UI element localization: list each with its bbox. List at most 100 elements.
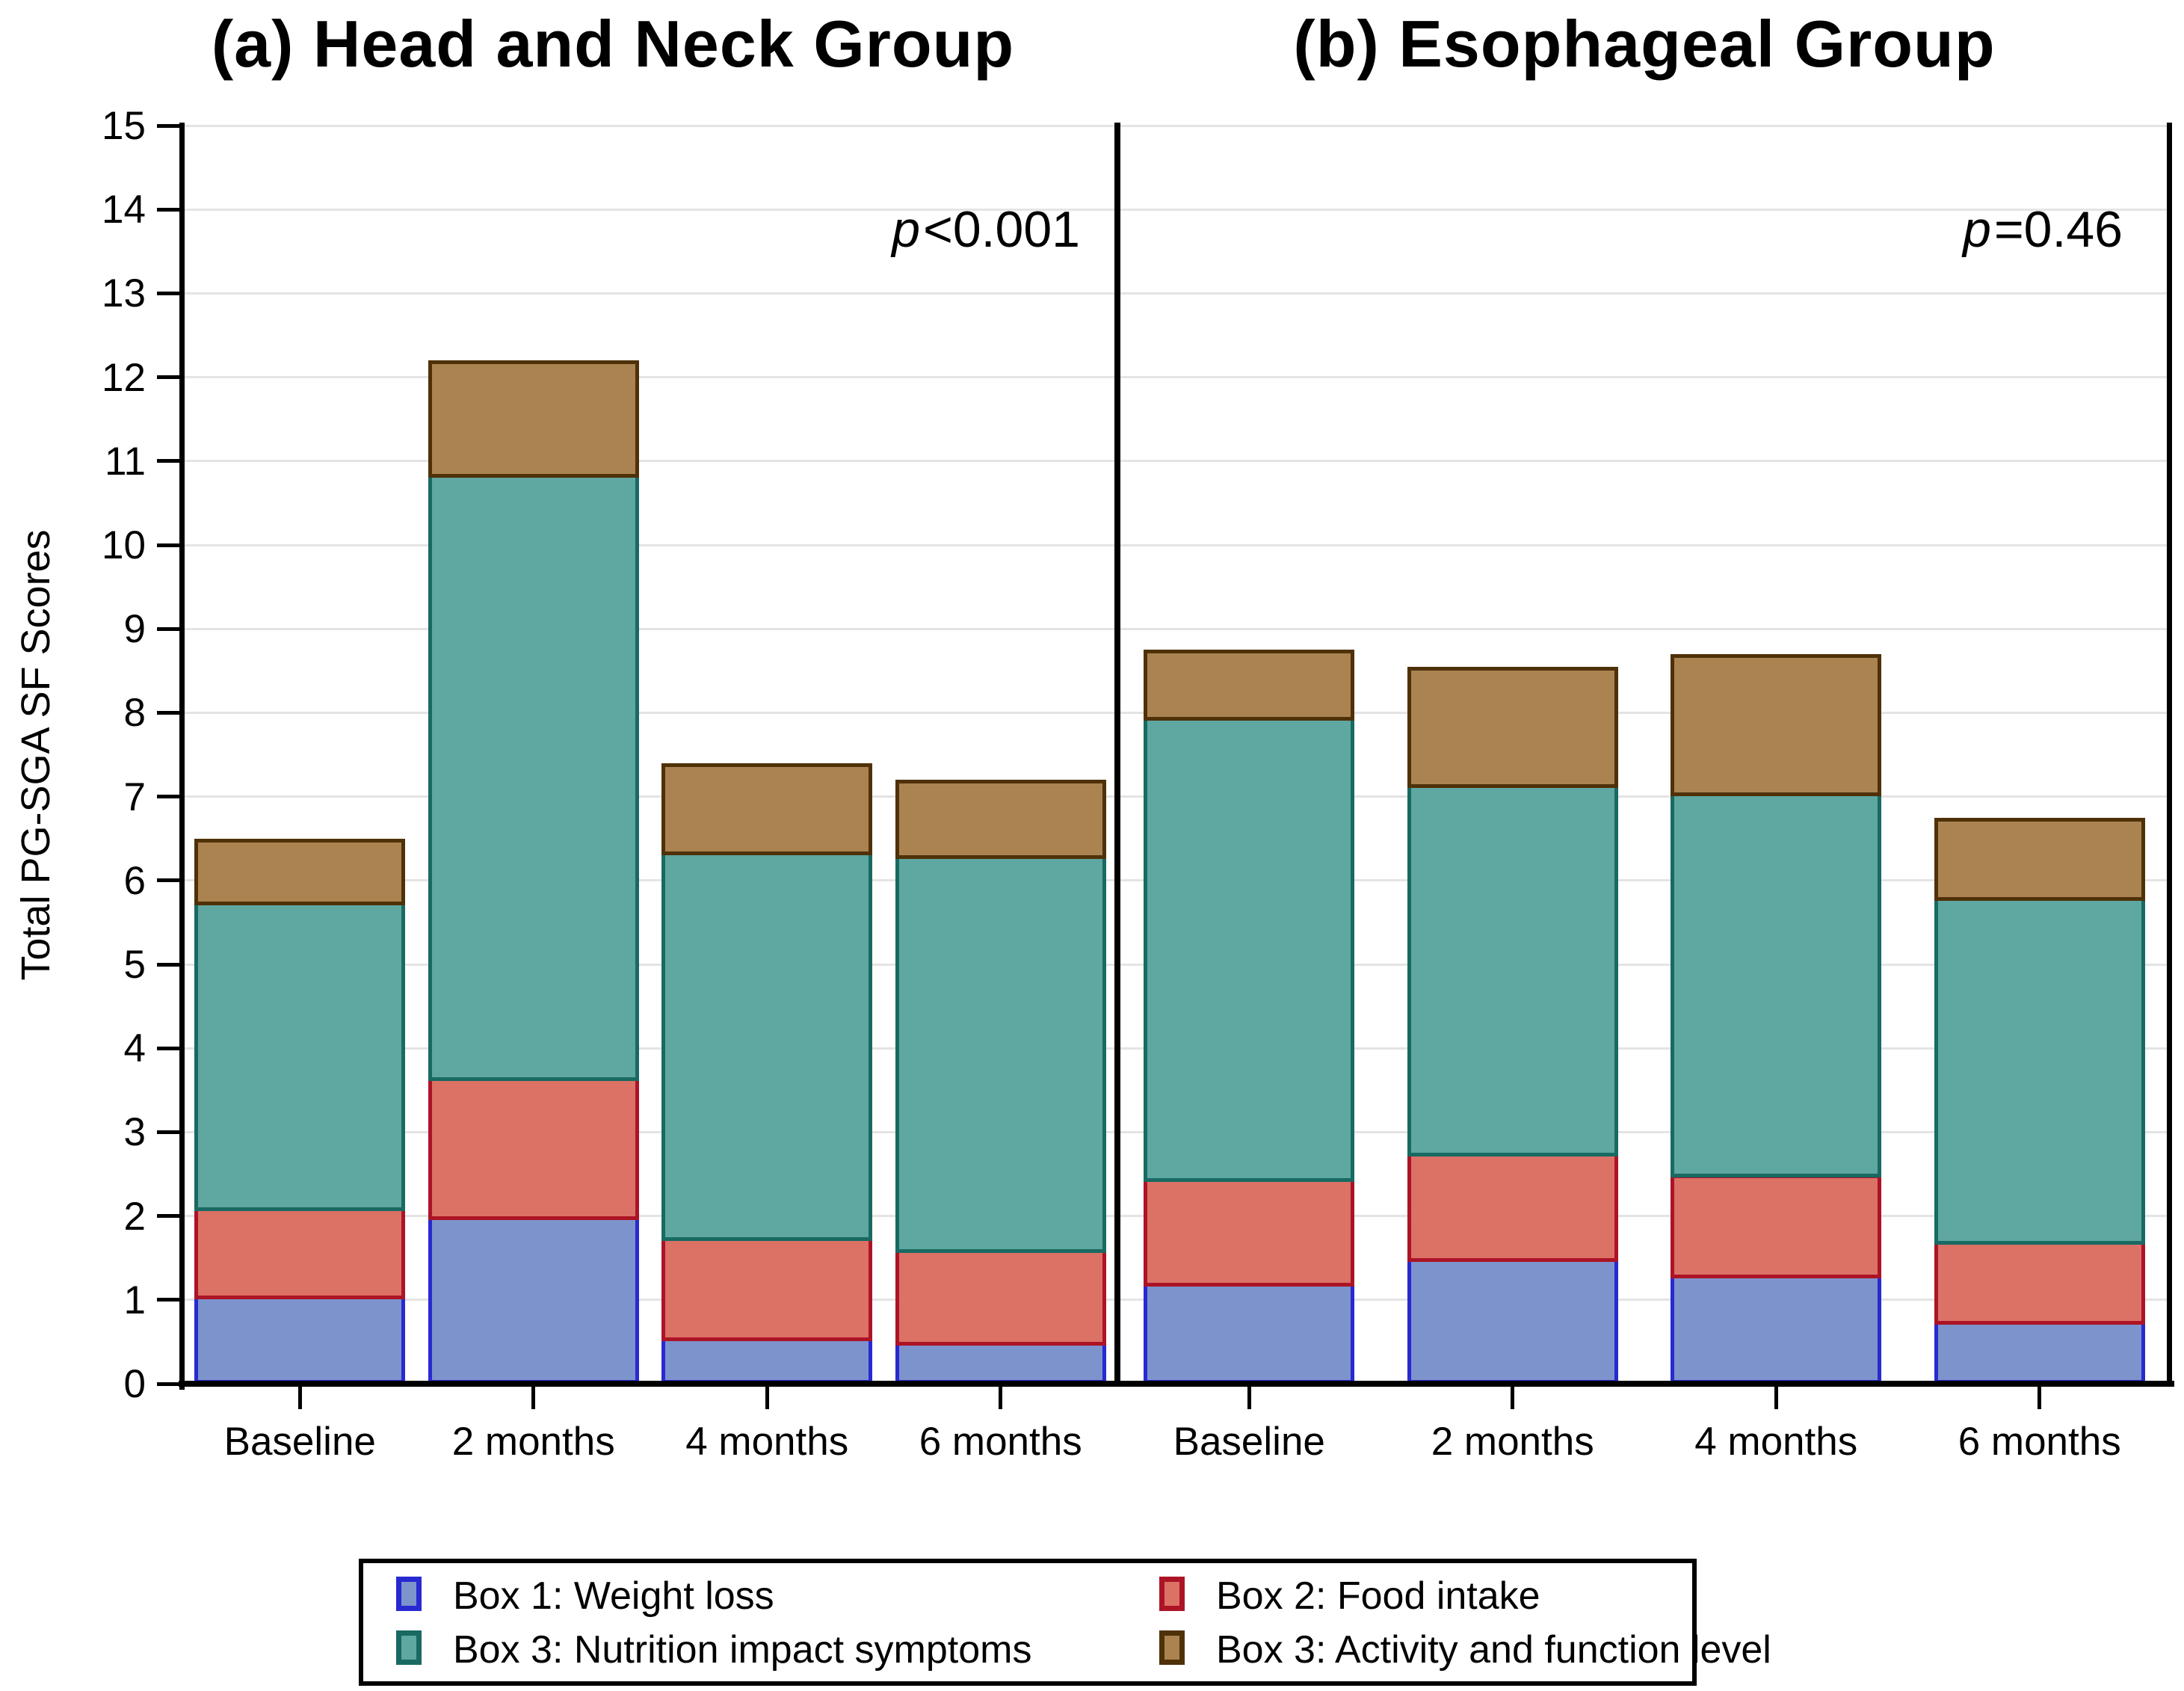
- y-tick-label-11: 11: [104, 439, 146, 484]
- bar-b-2-months-box3_symptoms: [1407, 783, 1618, 1157]
- y-tick-label-5: 5: [123, 943, 146, 987]
- bar-a-6-months-box1: [895, 1341, 1106, 1384]
- x-tick-a-6-months: [999, 1387, 1003, 1409]
- gridline-10: [183, 543, 2171, 546]
- bar-a-6-months-box2: [895, 1249, 1106, 1346]
- bar-b-4-months-box3_symptoms: [1671, 792, 1882, 1178]
- legend-label-box2: Box 2: Food intake: [1216, 1574, 1540, 1618]
- bar-a-4-months-box2: [661, 1236, 873, 1342]
- y-tick-label-10: 10: [102, 523, 146, 567]
- legend-swatch-box2: [1159, 1577, 1185, 1611]
- y-tick-10: [157, 543, 179, 547]
- right-border-line: [2167, 123, 2172, 1386]
- y-tick-5: [157, 962, 179, 967]
- bar-b-2-months-box2: [1407, 1153, 1618, 1262]
- y-tick-label-6: 6: [123, 858, 146, 903]
- y-tick-label-3: 3: [123, 1110, 146, 1155]
- legend-swatch-box3_activity: [1159, 1630, 1185, 1665]
- legend-label-box1: Box 1: Weight loss: [453, 1574, 774, 1618]
- gridline-12: [183, 376, 2171, 379]
- gridline-14: [183, 208, 2171, 211]
- y-axis-line: [179, 123, 185, 1390]
- bar-a-4-months-box1: [661, 1337, 873, 1384]
- y-tick-8: [157, 710, 179, 715]
- gridline-13: [183, 292, 2171, 295]
- legend-swatch-box1: [396, 1577, 422, 1611]
- legend-label-box3_activity: Box 3: Activity and function level: [1216, 1628, 1771, 1672]
- bar-a-4-months-box3_activity: [661, 763, 873, 855]
- panel-separator-line: [1114, 123, 1120, 1386]
- y-tick-12: [157, 375, 179, 380]
- x-label-a-4-months: 4 months: [685, 1420, 849, 1464]
- legend: Box 1: Weight loss Box 2: Food intake Box …: [359, 1559, 1771, 1686]
- bar-a-6-months-box3_symptoms: [895, 855, 1106, 1254]
- x-label-a-6-months: 6 months: [919, 1420, 1082, 1464]
- y-tick-label-14: 14: [102, 188, 146, 232]
- bar-b-baseline-box3_activity: [1144, 650, 1355, 721]
- panel-a-title: (a) Head and Neck Group: [211, 7, 1015, 81]
- x-tick-a-baseline: [297, 1387, 302, 1409]
- y-tick-3: [157, 1130, 179, 1134]
- bar-a-6-months-box3_activity: [895, 780, 1106, 860]
- x-tick-a-4-months: [765, 1387, 769, 1409]
- x-label-b-baseline: Baseline: [1173, 1420, 1325, 1464]
- bar-b-6-months-box1: [1934, 1320, 2145, 1384]
- y-tick-1: [157, 1298, 179, 1302]
- x-label-a-baseline: Baseline: [223, 1420, 376, 1464]
- x-tick-b-baseline: [1247, 1387, 1251, 1409]
- gridline-15: [183, 124, 2171, 127]
- bar-b-baseline-box1: [1144, 1283, 1355, 1384]
- x-label-b-6-months: 6 months: [1958, 1420, 2121, 1464]
- legend-label-box3_symptoms: Box 3: Nutrition impact symptoms: [453, 1628, 1032, 1672]
- bar-b-6-months-box3_symptoms: [1934, 897, 2145, 1245]
- x-label-b-4-months: 4 months: [1694, 1420, 1858, 1464]
- y-tick-label-15: 15: [102, 104, 146, 148]
- x-tick-b-4-months: [1774, 1387, 1778, 1409]
- y-tick-label-2: 2: [123, 1194, 146, 1239]
- y-tick-4: [157, 1046, 179, 1050]
- y-tick-label-4: 4: [123, 1026, 146, 1071]
- bar-b-4-months-box1: [1671, 1275, 1882, 1384]
- y-tick-label-8: 8: [123, 691, 146, 736]
- y-tick-15: [157, 123, 179, 128]
- bar-a-baseline-box3_symptoms: [194, 901, 406, 1212]
- bar-b-6-months-box3_activity: [1934, 817, 2145, 902]
- y-tick-label-7: 7: [123, 774, 146, 819]
- x-label-a-2-months: 2 months: [451, 1420, 615, 1464]
- x-tick-b-2-months: [1511, 1387, 1515, 1409]
- bar-b-baseline-box3_symptoms: [1144, 717, 1355, 1183]
- bar-b-6-months-box2: [1934, 1241, 2145, 1325]
- y-tick-0: [157, 1382, 179, 1386]
- x-label-b-2-months: 2 months: [1431, 1420, 1594, 1464]
- bar-b-4-months-box2: [1671, 1174, 1882, 1279]
- y-tick-2: [157, 1214, 179, 1219]
- gridline-9: [183, 627, 2171, 630]
- y-tick-9: [157, 626, 179, 631]
- y-tick-label-0: 0: [123, 1362, 146, 1406]
- bar-b-2-months-box3_activity: [1407, 666, 1618, 788]
- bar-a-baseline-box1: [194, 1296, 406, 1384]
- y-tick-label-12: 12: [102, 355, 146, 400]
- y-tick-6: [157, 878, 179, 883]
- bar-b-baseline-box2: [1144, 1178, 1355, 1287]
- x-tick-b-6-months: [2038, 1387, 2042, 1409]
- legend-swatch-box3_symptoms: [396, 1630, 422, 1665]
- bar-a-baseline-box3_activity: [194, 838, 406, 905]
- bar-a-4-months-box3_symptoms: [661, 851, 873, 1241]
- bar-a-2-months-box2: [428, 1077, 639, 1220]
- y-tick-label-13: 13: [102, 271, 146, 316]
- bar-a-baseline-box2: [194, 1207, 406, 1300]
- y-tick-13: [157, 291, 179, 295]
- bar-b-4-months-box3_activity: [1671, 653, 1882, 796]
- bar-a-2-months-box1: [428, 1216, 639, 1384]
- y-tick-11: [157, 459, 179, 463]
- bar-a-2-months-box3_activity: [428, 360, 639, 478]
- y-tick-14: [157, 207, 179, 212]
- x-axis-line: [179, 1381, 2174, 1387]
- x-tick-a-2-months: [531, 1387, 536, 1409]
- bar-a-2-months-box3_symptoms: [428, 473, 639, 1082]
- y-tick-label-9: 9: [123, 607, 146, 652]
- panel-b-title: (b) Esophageal Group: [1293, 7, 1996, 81]
